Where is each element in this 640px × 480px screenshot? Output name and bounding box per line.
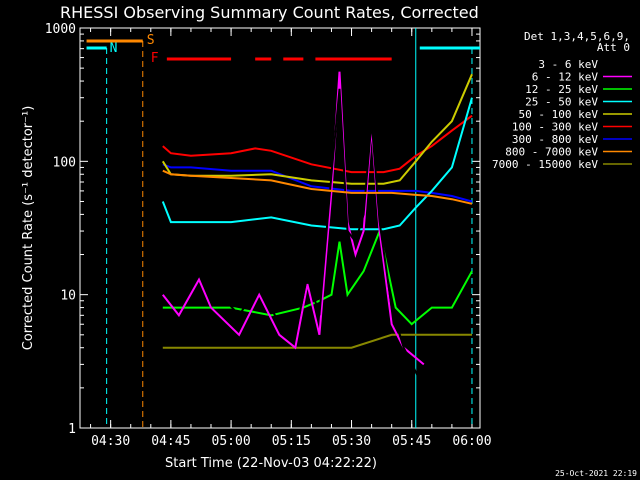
- legend-label: 800 - 7000 keV: [505, 146, 598, 159]
- series-group: [161, 71, 473, 389]
- x-tick-label: 05:15: [272, 434, 311, 449]
- legend-label: 50 - 100 keV: [519, 108, 599, 121]
- legend-label: 6 - 12 keV: [532, 71, 599, 84]
- footer-timestamp: 25-Oct-2021 22:19: [555, 469, 637, 478]
- annotations: N SF: [86, 28, 480, 428]
- x-tick-label: 04:45: [151, 434, 190, 449]
- legend-label: 12 - 25 keV: [525, 83, 598, 96]
- night-flag: N: [110, 41, 118, 56]
- y-axis: 1 10 100 1000: [45, 22, 480, 437]
- legend-label: 25 - 50 keV: [525, 96, 598, 109]
- flare-flag: F: [151, 51, 159, 66]
- legend-label: 7000 - 15000 keV: [492, 158, 598, 171]
- x-tick-label: 05:00: [212, 434, 251, 449]
- x-tick-label: 05:45: [392, 434, 431, 449]
- series-line-8: [162, 169, 473, 205]
- series-line-6: [162, 114, 473, 174]
- x-axis-label: Start Time (22-Nov-03 04:22:22): [165, 456, 377, 471]
- x-axis: 04:30 04:45 05:00 05:15 05:30 05:45 06:00: [90, 28, 492, 449]
- legend-subheader: Att 0: [597, 41, 630, 54]
- y-tick-label: 1000: [45, 22, 76, 37]
- series-line-9: [162, 333, 472, 349]
- y-axis-label: Corrected Count Rate (s⁻¹ detector⁻¹): [21, 106, 36, 351]
- legend-header: Det 1,3,4,5,6,9,: [524, 30, 630, 43]
- saa-flag: S: [147, 33, 155, 48]
- y-tick-label: 10: [60, 289, 76, 304]
- chart-title: RHESSI Observing Summary Count Rates, Co…: [60, 3, 479, 22]
- legend-label: 300 - 800 keV: [512, 133, 598, 146]
- y-tick-label: 1: [68, 422, 76, 437]
- series-line-2: [162, 71, 425, 366]
- x-tick-label: 04:30: [91, 434, 130, 449]
- x-tick-label: 05:30: [332, 434, 371, 449]
- legend-label: 3 - 6 keV: [538, 58, 598, 71]
- x-tick-label: 06:00: [452, 434, 491, 449]
- legend-label: 100 - 300 keV: [512, 121, 598, 134]
- series-line-5: [161, 73, 473, 185]
- plot-frame: [79, 27, 481, 429]
- y-tick-label: 100: [53, 155, 76, 170]
- series-line-1: [161, 88, 425, 389]
- series-line-4: [161, 97, 473, 231]
